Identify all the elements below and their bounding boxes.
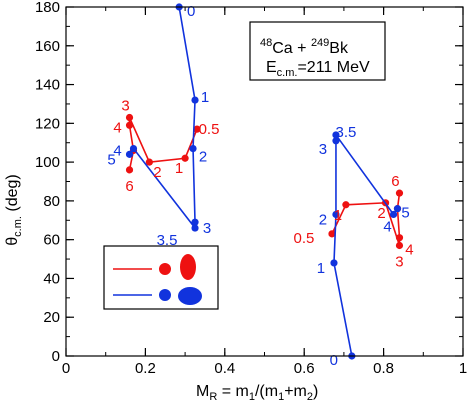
data-point <box>125 150 134 158</box>
series-line-blue <box>333 132 399 357</box>
data-point <box>395 189 404 197</box>
x-axis-title: MR = m1/(m1+m2) <box>196 383 318 403</box>
data-point <box>193 125 201 133</box>
legend-dot-red <box>159 263 171 275</box>
x-tick-label: 0.4 <box>214 360 235 377</box>
point-label: 3.5 <box>157 232 178 249</box>
y-tick-label: 100 <box>35 154 60 171</box>
point-label: 2 <box>319 211 327 228</box>
data-point <box>330 259 338 267</box>
point-label: 4 <box>113 143 121 160</box>
point-label: 3.5 <box>336 124 357 141</box>
point-label: 1 <box>175 160 183 177</box>
point-label: 1 <box>334 207 342 224</box>
data-point <box>389 210 398 219</box>
point-label: 3 <box>319 141 327 158</box>
y-axis-title: θc.m. (deg) <box>4 174 24 245</box>
y-tick-label: 20 <box>43 309 60 326</box>
data-point <box>393 205 402 213</box>
data-point <box>342 201 350 209</box>
x-tick-label: 0 <box>62 360 70 377</box>
y-tick-label: 40 <box>43 270 60 287</box>
annotation-mass2: 249 <box>311 37 329 49</box>
annotation-element1: Ca + <box>272 40 311 57</box>
annotation-element2: Bk <box>329 40 349 57</box>
y-tick-label: 160 <box>35 38 60 55</box>
series-line-blue <box>128 6 196 231</box>
point-label: 1 <box>317 260 325 277</box>
y-tick-label: 0 <box>52 348 60 365</box>
point-label: 2 <box>377 205 385 222</box>
point-label: 4 <box>383 218 391 235</box>
data-point <box>145 158 153 166</box>
y-tick-label: 180 <box>35 0 60 16</box>
legend <box>103 245 219 310</box>
point-label: 6 <box>125 178 133 195</box>
data-point <box>332 210 340 219</box>
point-label: 1 <box>201 89 209 106</box>
data-point <box>125 113 134 122</box>
data-point <box>191 218 199 226</box>
point-label: 2 <box>153 164 161 181</box>
point-label: 0.5 <box>199 121 220 138</box>
data-point <box>129 144 138 153</box>
x-tick-label: 1 <box>459 360 467 377</box>
data-point <box>125 121 134 129</box>
point-label: 5 <box>107 151 115 168</box>
annotation-energy-value: =211 MeV <box>297 59 370 76</box>
legend-ellipse-blue <box>178 287 202 305</box>
x-tick-label: 0.8 <box>373 360 394 377</box>
point-label: 6 <box>391 173 399 190</box>
data-point <box>191 96 199 104</box>
data-point <box>395 234 404 242</box>
y-tick-label: 60 <box>43 232 60 249</box>
point-label: 4 <box>113 119 121 136</box>
annotation-mass1: 48 <box>260 37 272 49</box>
annotation-energy: E <box>266 59 277 76</box>
data-point <box>191 224 199 232</box>
annotation-energy-sub: c.m. <box>277 67 298 79</box>
point-label: 0 <box>187 3 195 20</box>
y-tick-label: 120 <box>35 115 60 132</box>
data-point <box>332 137 340 145</box>
data-point <box>332 131 340 139</box>
point-label: 0.5 <box>294 230 315 247</box>
series-layer <box>125 3 404 360</box>
svg-text:Ec.m.=211 MeV: Ec.m.=211 MeV <box>266 59 370 79</box>
point-label: 5 <box>401 205 409 222</box>
point-label: 3 <box>395 253 403 270</box>
x-tick-label: 0.2 <box>135 360 156 377</box>
data-point <box>125 166 134 174</box>
data-point <box>189 144 197 153</box>
svg-text:48Ca + 249Bk: 48Ca + 249Bk <box>260 37 349 57</box>
point-label: 3 <box>203 220 211 237</box>
legend-dot-blue <box>159 289 171 301</box>
point-label: 4 <box>405 242 413 259</box>
point-label: 0 <box>330 352 338 369</box>
series-line-red <box>128 117 198 171</box>
point-label: 3 <box>121 98 129 115</box>
y-tick-label: 80 <box>43 193 60 210</box>
y-tick-label: 140 <box>35 77 60 94</box>
legend-ellipse-red <box>180 254 196 280</box>
data-point <box>395 241 404 250</box>
x-tick-label: 0.6 <box>294 360 315 377</box>
point-label: 2 <box>199 149 207 166</box>
data-point <box>328 230 336 238</box>
annotation-box: 48Ca + 249Bk Ec.m.=211 MeV <box>249 21 386 81</box>
data-point <box>181 154 189 162</box>
